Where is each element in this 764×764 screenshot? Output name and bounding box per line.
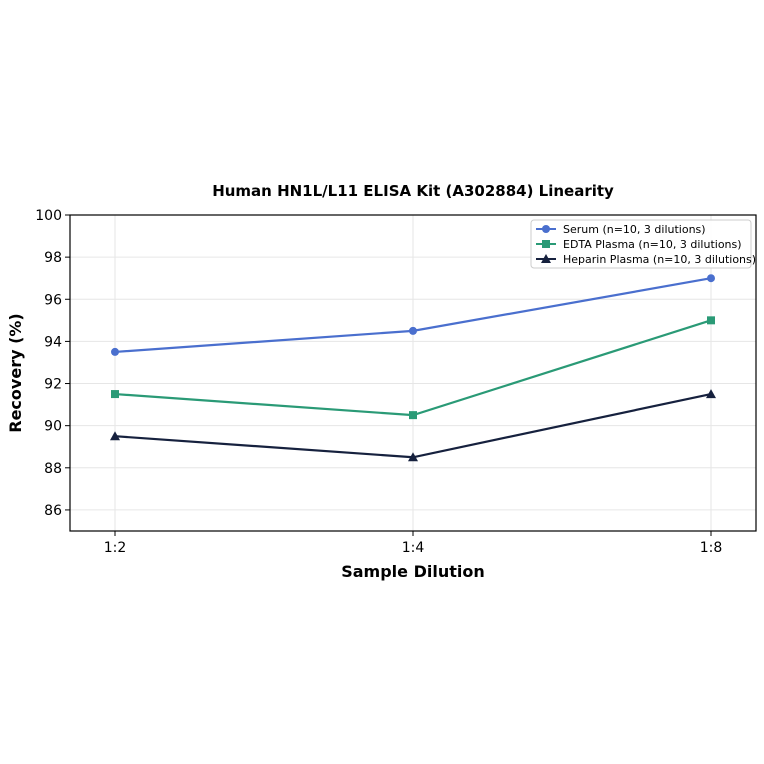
tick-layer: 86 88 90 92 94 96 98 100 1:2 1:4 1:8 bbox=[35, 208, 722, 556]
legend-box bbox=[530, 219, 752, 269]
series-2 bbox=[111, 316, 715, 420]
chart-title: Human HN1L/L11 ELISA Kit (A302884) Linea… bbox=[212, 182, 614, 200]
data-point bbox=[707, 316, 715, 325]
legend-marker bbox=[541, 254, 551, 263]
legend-label: Heparin Plasma (n=10, 3 dilutions) bbox=[563, 253, 756, 266]
data-point bbox=[706, 389, 716, 399]
y-axis-label: Recovery (%) bbox=[6, 313, 25, 432]
data-point bbox=[707, 274, 715, 283]
x-axis-label: Sample Dilution bbox=[341, 562, 485, 581]
data-point bbox=[408, 452, 418, 462]
legend-marker bbox=[542, 240, 550, 248]
data-point bbox=[409, 411, 417, 420]
legend-marker bbox=[542, 225, 550, 233]
y-tick-label: 92 bbox=[44, 377, 62, 393]
y-tick-label: 90 bbox=[44, 419, 62, 435]
legend-label: Serum (n=10, 3 dilutions) bbox=[563, 223, 706, 236]
y-tick-label: 86 bbox=[44, 503, 62, 519]
series-3 bbox=[110, 389, 716, 462]
legend: Serum (n=10, 3 dilutions) EDTA Plasma (n=… bbox=[530, 219, 756, 269]
y-tick-label: 96 bbox=[44, 292, 62, 308]
series-layer bbox=[110, 274, 716, 462]
y-tick-label: 100 bbox=[35, 208, 62, 224]
data-point bbox=[409, 326, 417, 335]
legend-label: EDTA Plasma (n=10, 3 dilutions) bbox=[563, 238, 742, 251]
y-tick-label: 98 bbox=[44, 250, 62, 266]
series-1 bbox=[111, 274, 715, 356]
data-point bbox=[110, 431, 120, 441]
y-tick-label: 88 bbox=[44, 461, 62, 477]
x-tick-label: 1:2 bbox=[104, 540, 127, 556]
data-point bbox=[111, 390, 119, 399]
x-tick-label: 1:4 bbox=[402, 540, 425, 556]
y-tick-label: 94 bbox=[44, 334, 62, 350]
data-point bbox=[111, 347, 119, 356]
x-tick-label: 1:8 bbox=[700, 540, 723, 556]
